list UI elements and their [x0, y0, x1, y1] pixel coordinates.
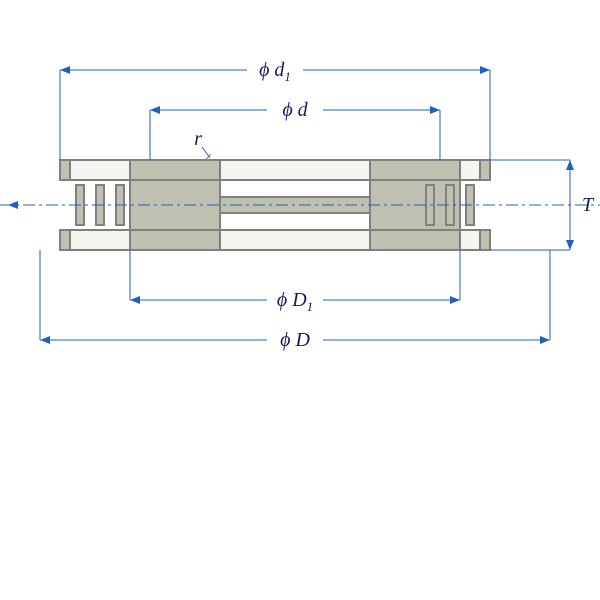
bearing-parts [60, 154, 490, 250]
bearing-cross-section-diagram: ϕ d1ϕ dϕ D1ϕ DTr [0, 0, 600, 600]
svg-text:ϕ d: ϕ d [282, 99, 308, 121]
label-r: r [194, 128, 202, 150]
svg-text:T: T [582, 194, 595, 216]
svg-text:ϕ D: ϕ D [280, 329, 310, 351]
